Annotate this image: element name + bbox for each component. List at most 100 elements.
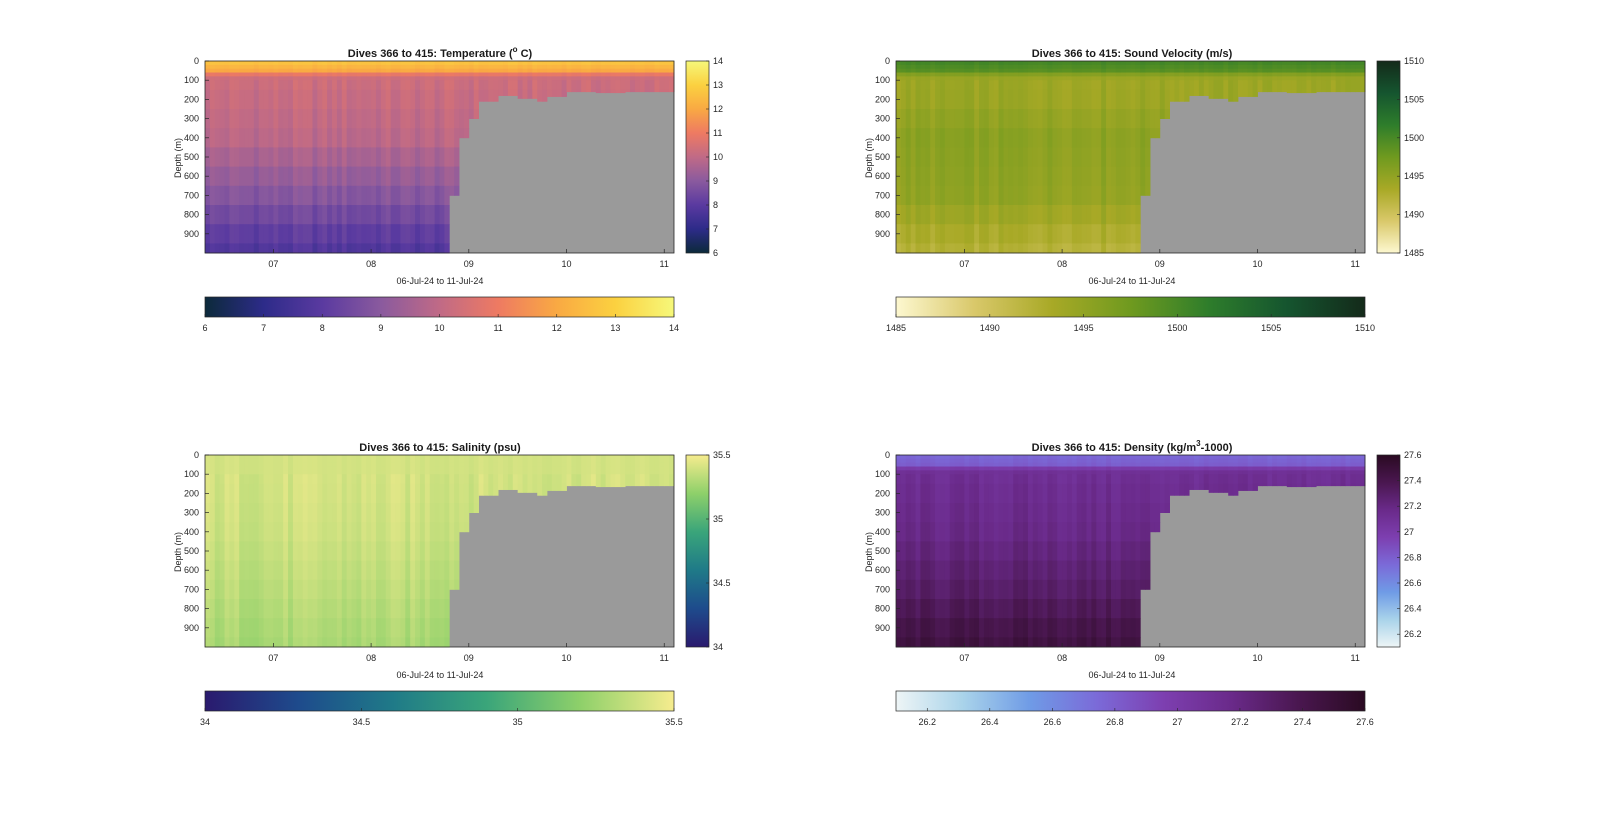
heatmap-cell bbox=[935, 618, 941, 638]
heatmap-cell bbox=[292, 109, 299, 129]
heatmap-cell bbox=[964, 458, 970, 464]
heatmap-cell bbox=[979, 224, 985, 244]
heatmap-cell bbox=[654, 89, 660, 93]
heatmap-cell bbox=[1042, 224, 1048, 244]
heatmap-cell bbox=[1047, 205, 1053, 225]
heatmap-cell bbox=[566, 474, 572, 485]
heatmap-cell bbox=[905, 503, 912, 523]
heatmap-cell bbox=[988, 466, 995, 471]
heatmap-cell bbox=[1135, 618, 1141, 638]
heatmap-cell bbox=[429, 618, 436, 638]
heatmap-cell bbox=[434, 599, 440, 619]
heatmap-cell bbox=[1360, 483, 1366, 487]
heatmap-cell bbox=[366, 128, 372, 148]
heatmap-cell bbox=[444, 458, 450, 464]
heatmap-cell bbox=[1252, 470, 1258, 475]
heatmap-cell bbox=[1184, 68, 1190, 73]
heatmap-cell bbox=[1037, 599, 1043, 619]
heatmap-cell bbox=[1306, 458, 1312, 464]
heatmap-cell bbox=[278, 503, 284, 523]
heatmap-cell bbox=[925, 541, 931, 561]
heatmap-cell bbox=[571, 466, 577, 471]
heatmap-cell bbox=[248, 458, 255, 464]
heatmap-cell bbox=[1101, 579, 1107, 600]
heatmap-cell bbox=[900, 68, 907, 73]
heatmap-cell bbox=[351, 147, 357, 167]
heatmap-cell bbox=[988, 64, 995, 70]
heatmap-cell bbox=[1277, 474, 1283, 485]
heatmap-cell bbox=[288, 470, 294, 475]
heatmap-cell bbox=[336, 166, 343, 187]
heatmap-cell bbox=[224, 541, 230, 561]
heatmap-cell bbox=[400, 522, 406, 542]
heatmap-cell bbox=[925, 68, 931, 73]
heatmap-cell bbox=[483, 72, 489, 77]
heatmap-cell bbox=[1145, 579, 1151, 590]
heatmap-cell bbox=[283, 483, 289, 504]
heatmap-cell bbox=[639, 455, 646, 460]
heatmap-cell bbox=[415, 243, 421, 254]
heatmap-cell bbox=[400, 466, 406, 471]
heatmap-cell bbox=[644, 474, 650, 485]
heatmap-cell bbox=[346, 637, 352, 648]
heatmap-cell bbox=[224, 147, 230, 167]
heatmap-cell bbox=[1159, 455, 1166, 460]
heatmap-cell bbox=[361, 89, 367, 110]
heatmap-cell bbox=[1120, 462, 1127, 467]
heatmap-cell bbox=[551, 76, 558, 81]
heatmap-cell bbox=[590, 64, 597, 70]
heatmap-cell bbox=[395, 470, 401, 475]
heatmap-cell bbox=[896, 80, 902, 91]
heatmap-cell bbox=[1037, 185, 1043, 206]
heatmap-cell bbox=[1208, 474, 1214, 485]
heatmap-cell bbox=[1286, 64, 1293, 70]
heatmap-cell bbox=[512, 466, 519, 471]
heatmap-cell bbox=[361, 205, 367, 225]
y-tick-label: 700 bbox=[184, 190, 199, 200]
heatmap-cell bbox=[1062, 541, 1068, 561]
heatmap-cell bbox=[239, 64, 245, 70]
heatmap-cell bbox=[1311, 455, 1317, 460]
heatmap-cell bbox=[964, 599, 970, 619]
heatmap-cell bbox=[954, 205, 960, 225]
heatmap-cell bbox=[302, 503, 308, 523]
heatmap-cell bbox=[336, 80, 343, 91]
heatmap-cell bbox=[1008, 474, 1014, 485]
heatmap-cell bbox=[205, 64, 211, 70]
y-tick-label: 100 bbox=[875, 75, 890, 85]
heatmap-cell bbox=[1335, 72, 1341, 77]
heatmap-cell bbox=[1081, 147, 1087, 167]
heatmap-cell bbox=[214, 474, 221, 485]
heatmap-cell bbox=[576, 462, 582, 467]
heatmap-cell bbox=[1115, 522, 1122, 542]
heatmap-cell bbox=[939, 579, 946, 600]
heatmap-cell bbox=[1247, 64, 1254, 70]
heatmap-cell bbox=[1037, 470, 1043, 475]
heatmap-cell bbox=[473, 455, 479, 460]
heatmap-cell bbox=[542, 72, 548, 77]
heatmap-cell bbox=[949, 128, 956, 148]
heatmap-cell bbox=[1321, 89, 1327, 93]
colorbar-tick-label: 27 bbox=[1404, 527, 1414, 537]
heatmap-cell bbox=[278, 470, 284, 475]
heatmap-cell bbox=[1101, 462, 1107, 467]
heatmap-cell bbox=[1086, 522, 1092, 542]
heatmap-cell bbox=[346, 470, 352, 475]
heatmap-cell bbox=[493, 455, 499, 460]
heatmap-cell bbox=[1115, 72, 1122, 77]
heatmap-cell bbox=[429, 109, 436, 129]
heatmap-cell bbox=[551, 458, 558, 464]
heatmap-cell bbox=[405, 522, 411, 542]
heatmap-cell bbox=[664, 72, 670, 77]
heatmap-cell bbox=[424, 166, 431, 187]
heatmap-cell bbox=[1281, 61, 1288, 66]
heatmap-cell bbox=[336, 455, 343, 460]
heatmap-cell bbox=[488, 80, 494, 91]
heatmap-cell bbox=[434, 466, 440, 471]
heatmap-cell bbox=[1052, 618, 1058, 638]
heatmap-cell bbox=[1174, 68, 1180, 73]
heatmap-cell bbox=[341, 109, 348, 129]
heatmap-cell bbox=[935, 147, 941, 167]
heatmap-cell bbox=[356, 474, 362, 485]
heatmap-cell bbox=[351, 61, 357, 66]
